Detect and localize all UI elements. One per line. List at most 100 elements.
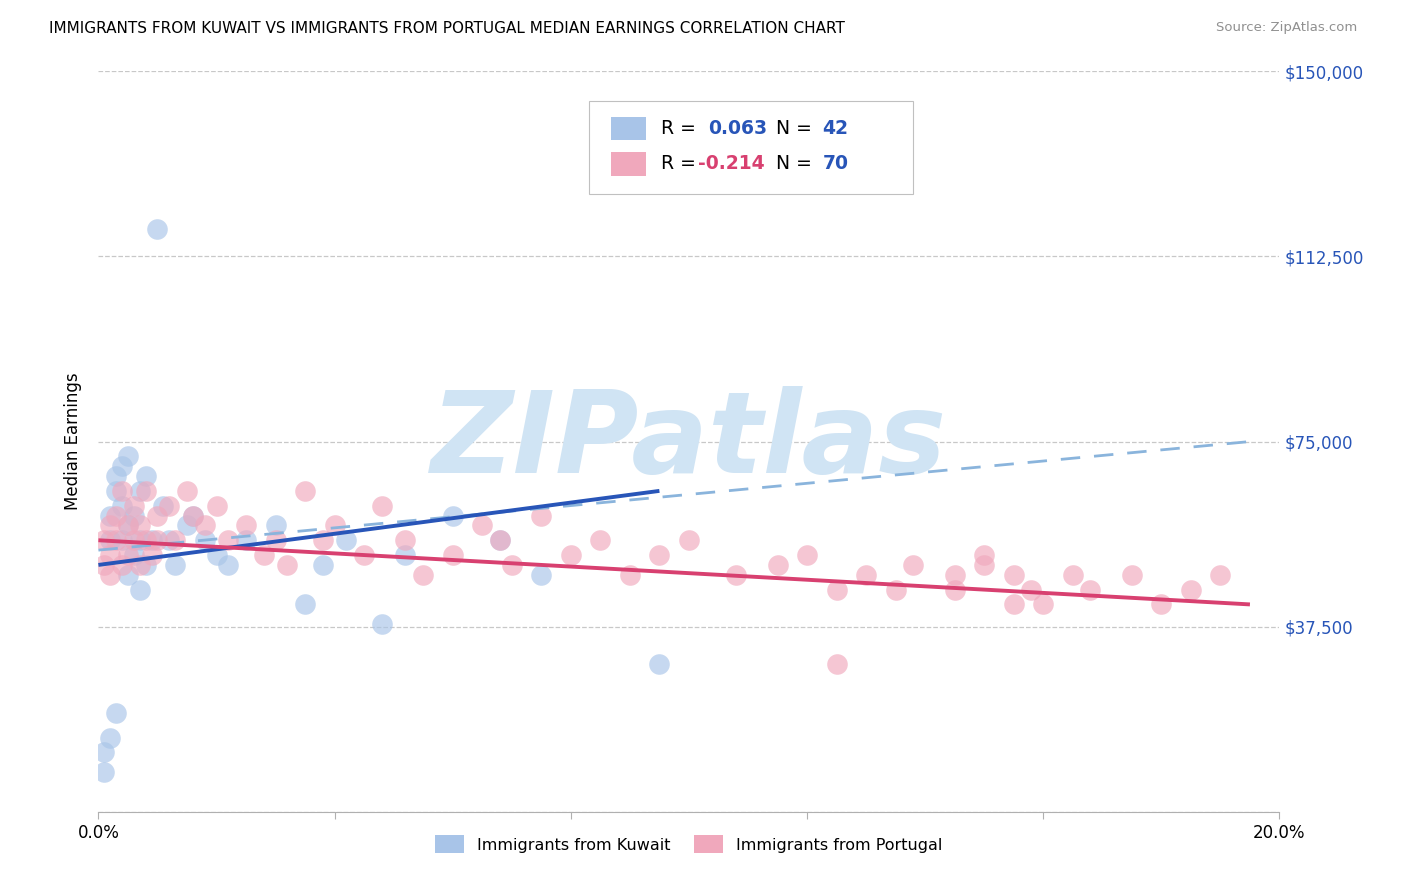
Point <box>98 731 121 745</box>
Point <box>973 548 995 562</box>
Point <box>105 706 128 720</box>
Point <box>725 567 748 582</box>
Point <box>135 533 157 548</box>
Point <box>294 483 316 498</box>
Point <box>128 582 150 597</box>
Point <box>93 533 115 548</box>
Point <box>146 222 169 236</box>
Text: N =: N = <box>776 154 818 173</box>
Text: IMMIGRANTS FROM KUWAIT VS IMMIGRANTS FROM PORTUGAL MEDIAN EARNINGS CORRELATION C: IMMIGRANTS FROM KUWAIT VS IMMIGRANTS FRO… <box>49 21 845 37</box>
Point <box>146 533 169 548</box>
Point <box>98 508 121 523</box>
Point <box>93 746 115 760</box>
FancyBboxPatch shape <box>612 152 647 176</box>
Point <box>111 483 134 498</box>
Point <box>194 518 217 533</box>
Point <box>903 558 925 572</box>
Point <box>105 533 128 548</box>
Point <box>181 508 204 523</box>
Point <box>117 567 139 582</box>
Point <box>1002 567 1025 582</box>
Text: R =: R = <box>661 154 702 173</box>
Text: R =: R = <box>661 119 702 138</box>
Text: 0.063: 0.063 <box>707 119 766 138</box>
Text: 42: 42 <box>823 119 848 138</box>
Point <box>1180 582 1202 597</box>
Point <box>471 518 494 533</box>
Point <box>394 533 416 548</box>
FancyBboxPatch shape <box>589 101 914 194</box>
Point <box>973 558 995 572</box>
Point <box>441 508 464 523</box>
Point <box>111 533 134 548</box>
Point <box>323 518 346 533</box>
Point <box>530 508 553 523</box>
Point <box>276 558 298 572</box>
Point <box>93 765 115 780</box>
Point <box>943 582 966 597</box>
Point <box>117 548 139 562</box>
Point <box>489 533 512 548</box>
Point <box>335 533 357 548</box>
Point <box>98 533 121 548</box>
Text: N =: N = <box>776 119 818 138</box>
Point <box>1062 567 1084 582</box>
Point <box>394 548 416 562</box>
Point <box>560 548 582 562</box>
Point <box>135 558 157 572</box>
Point <box>371 617 394 632</box>
Point <box>105 483 128 498</box>
Point <box>264 533 287 548</box>
Point <box>1021 582 1043 597</box>
Point <box>678 533 700 548</box>
Point <box>1080 582 1102 597</box>
Point <box>122 508 145 523</box>
Point <box>1209 567 1232 582</box>
Point <box>1121 567 1143 582</box>
Point <box>117 518 139 533</box>
Point <box>825 657 848 671</box>
Point <box>1002 598 1025 612</box>
Point <box>353 548 375 562</box>
Point <box>135 483 157 498</box>
Point <box>157 499 180 513</box>
Point <box>141 548 163 562</box>
Point <box>122 499 145 513</box>
Point <box>412 567 434 582</box>
Point <box>105 508 128 523</box>
Point <box>501 558 523 572</box>
Point <box>128 558 150 572</box>
Point <box>796 548 818 562</box>
Point <box>441 548 464 562</box>
Point <box>235 518 257 533</box>
Point <box>128 533 150 548</box>
Point <box>943 567 966 582</box>
Point <box>371 499 394 513</box>
Point <box>117 518 139 533</box>
Point <box>1032 598 1054 612</box>
Point <box>181 508 204 523</box>
Point <box>128 518 150 533</box>
Point <box>884 582 907 597</box>
FancyBboxPatch shape <box>612 117 647 140</box>
Point <box>93 558 115 572</box>
Point <box>111 558 134 572</box>
Point <box>176 483 198 498</box>
Point <box>135 469 157 483</box>
Point <box>141 533 163 548</box>
Point <box>205 499 228 513</box>
Text: ZIPatlas: ZIPatlas <box>430 386 948 497</box>
Point <box>1150 598 1173 612</box>
Point <box>205 548 228 562</box>
Point <box>530 567 553 582</box>
Point <box>294 598 316 612</box>
Point <box>264 518 287 533</box>
Y-axis label: Median Earnings: Median Earnings <box>65 373 83 510</box>
Point <box>589 533 612 548</box>
Point <box>312 533 335 548</box>
Point <box>111 499 134 513</box>
Point <box>165 533 187 548</box>
Point <box>122 533 145 548</box>
Point <box>235 533 257 548</box>
Point <box>146 508 169 523</box>
